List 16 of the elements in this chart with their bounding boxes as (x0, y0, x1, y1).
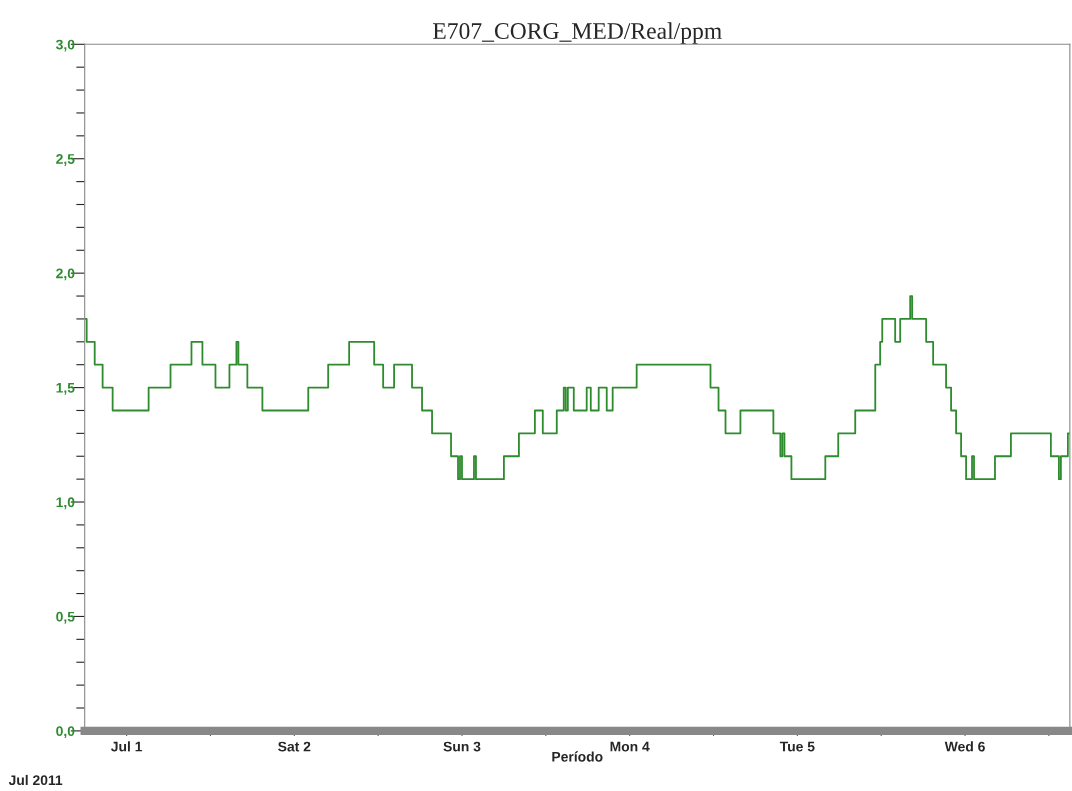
x-axis-title: Período (552, 751, 603, 762)
y-tick-label: 1,0 (56, 497, 75, 510)
y-tick-label: 3,0 (55, 39, 75, 52)
y-tick-label: 2,0 (56, 268, 75, 281)
text: Jul 2011 (8, 774, 63, 786)
x-tick-label: Wed 6 (944, 741, 985, 752)
x-tick-label: Tue 5 (779, 741, 815, 752)
x-tick-label: Mon 4 (610, 741, 650, 752)
x-tick-label: Sun 3 (443, 741, 481, 752)
chart-title: E707_CORG_MED/Real/ppm (433, 22, 722, 44)
y-tick-label: 0,0 (56, 726, 75, 739)
y-tick-label: 0,5 (56, 611, 75, 624)
y-tick-label: 1,5 (56, 383, 75, 395)
x-tick-label: Jul 1 (111, 741, 143, 752)
x-tick-label: Sat 2 (278, 741, 311, 752)
y-tick-label: 2,5 (56, 154, 75, 166)
